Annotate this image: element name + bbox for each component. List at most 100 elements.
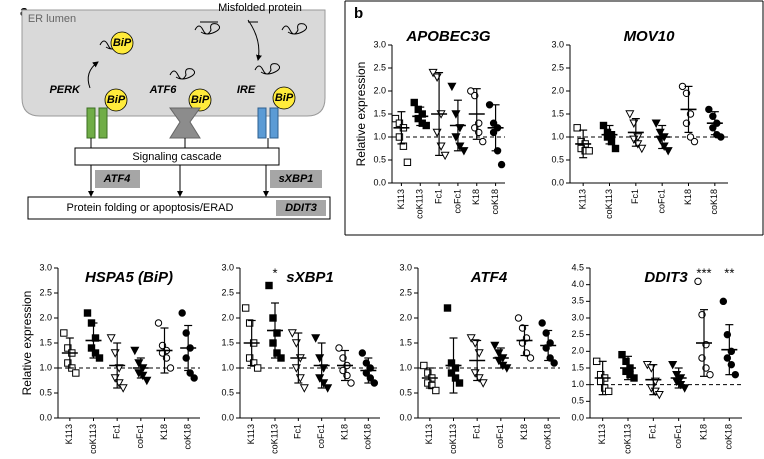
er-lumen-label: ER lumen [28,13,76,25]
x-tick-label: Fc1 [630,189,640,204]
point [719,297,728,306]
panel-label: b [354,5,363,22]
y-tick-label: 1.5 [551,108,564,118]
point [273,349,281,357]
point [514,314,523,322]
point [323,384,333,393]
x-tick-label: coK113 [604,189,614,219]
y-tick-label: 0.5 [571,396,584,406]
x-tick-label: coK18 [724,424,734,450]
point [287,329,297,338]
point [87,344,96,352]
x-tick-label: coK18 [183,424,193,450]
chart-title: MOV10 [624,28,676,45]
sxbp1-label: sXBP1 [279,173,314,185]
point [418,110,426,118]
atf6-receptor [169,107,201,139]
point [414,105,422,114]
y-tick-label: 3.5 [571,296,584,306]
chart-title: APOBEC3G [405,28,491,45]
x-tick-label: coFc1 [657,189,667,214]
x-tick-label: Fc1 [472,424,482,439]
y-tick-label: 3.0 [571,312,584,322]
y-axis-label: Relative expression [354,62,368,167]
y-tick-label: 0.5 [551,154,564,164]
x-tick-label: Fc1 [648,424,658,439]
bip-label: BiP [275,92,294,104]
x-tick-label: coFc1 [495,424,505,449]
panel-frame [344,0,764,236]
misfolded-protein-icons [87,19,308,89]
point [395,119,404,127]
point [253,364,262,372]
y-tick-label: 0.0 [571,412,584,422]
perk-label: PERK [49,84,81,96]
y-tick-label: 2.0 [399,312,412,322]
x-tick-label: K113 [64,424,74,444]
point [455,379,464,387]
point [424,369,432,377]
point [249,359,258,367]
y-tick-label: 2.0 [221,312,234,322]
point [395,133,404,141]
y-tick-label: 1.5 [373,108,386,118]
x-tick-label: K18 [698,424,708,440]
perk-receptor [86,107,96,139]
point [166,364,175,372]
x-tick-label: coK113 [88,424,98,454]
point [447,369,456,377]
point [269,339,277,347]
point [60,329,68,337]
point [694,277,702,286]
point [428,381,436,390]
atf6-label: ATF6 [149,84,178,96]
point [686,133,695,141]
point [335,344,343,352]
point [538,319,546,327]
x-tick-label: coK18 [709,189,719,215]
signaling-label: Signaling cascade [132,151,221,163]
y-tick-label: 2.5 [373,62,386,72]
point [625,110,635,119]
y-tick-label: 1.0 [571,379,584,389]
x-tick-label: K18 [159,424,169,440]
point [91,349,100,357]
y-tick-label: 1.5 [39,337,52,347]
pathway-arrows [88,138,269,197]
y-tick-label: 3.0 [39,262,52,272]
y-tick-label: 0.0 [551,177,564,187]
point [622,357,630,366]
significance-label: * [272,265,277,280]
x-tick-label: Fc1 [293,424,303,439]
point [447,82,457,92]
significance-label: *** [696,265,711,280]
y-tick-label: 1.0 [221,362,234,372]
point [459,147,469,156]
y-tick-label: 2.5 [551,62,564,72]
bip-label: BiP [107,94,126,106]
x-tick-label: coK113 [415,189,425,219]
point [190,374,198,382]
ire-receptor [257,107,267,139]
point [607,137,616,146]
x-tick-label: Fc1 [433,189,443,204]
outcome-label: Protein folding or apoptosis/ERAD [67,202,234,214]
point [241,304,250,312]
point [269,314,277,322]
x-tick-label: coK113 [448,424,458,454]
ire-label: IRE [237,84,256,96]
y-tick-label: 0.0 [39,412,52,422]
y-tick-label: 1.5 [221,337,234,347]
y-tick-label: 3.0 [551,39,564,49]
bip-label: BiP [113,37,132,49]
x-tick-label: coK18 [543,424,553,450]
y-tick-label: 0.5 [373,154,386,164]
point [154,319,163,327]
signaling-box [74,147,280,166]
chart-title: DDIT3 [644,269,688,286]
point [526,354,535,362]
point [451,374,460,382]
significance-label: ** [724,265,734,280]
point [186,369,194,377]
